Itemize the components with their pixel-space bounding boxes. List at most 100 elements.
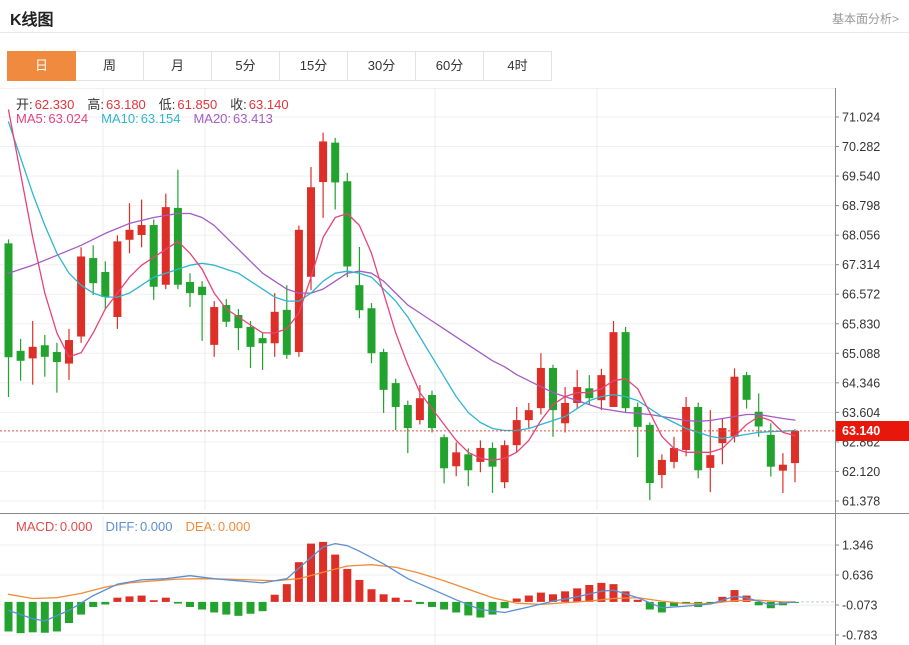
macd-bar <box>173 601 182 604</box>
macd-readout: MACD: 0.000 DIFF: 0.000 DEA: 0.000 <box>16 519 263 534</box>
macd-bar <box>440 601 449 610</box>
tab-30min[interactable]: 30分 <box>347 51 416 81</box>
candle <box>89 258 98 284</box>
macd-bar <box>633 599 642 602</box>
readout-item: MA10: 63.154 <box>101 111 181 126</box>
macd-bar <box>645 601 654 610</box>
readout-item: 开: 62.330 <box>16 97 75 112</box>
macd-bar <box>101 601 110 605</box>
candle <box>186 281 194 294</box>
candle <box>415 398 424 421</box>
candle <box>149 225 158 287</box>
macd-bar <box>113 597 122 602</box>
tab-day[interactable]: 日 <box>7 51 76 81</box>
macd-bar <box>307 543 315 602</box>
candle <box>16 350 25 361</box>
readout-item: DIFF: 0.000 <box>105 519 173 534</box>
ma20-line <box>7 212 796 422</box>
macd-bar <box>415 601 424 605</box>
macd-bar <box>222 601 231 615</box>
candle <box>718 428 727 444</box>
axis-label: 71.024 <box>842 111 880 125</box>
diff-line <box>7 542 796 622</box>
readout-item: MACD: 0.000 <box>16 519 93 534</box>
candle <box>28 346 37 359</box>
macd-bar <box>77 601 86 615</box>
candle <box>524 410 533 421</box>
macd-bar <box>258 601 267 612</box>
macd-bar <box>524 595 533 602</box>
header-divider <box>0 32 909 33</box>
macd-bar <box>4 601 13 632</box>
macd-bar <box>186 601 194 607</box>
axis-label: 0.636 <box>842 569 873 583</box>
axis-label: 67.314 <box>842 258 880 272</box>
candle <box>778 464 787 471</box>
ma5-line <box>7 109 796 461</box>
candle <box>367 308 376 354</box>
axis-label: 61.378 <box>842 494 880 508</box>
axis-label: 65.830 <box>842 317 880 331</box>
macd-bar <box>609 584 618 602</box>
macd-bar <box>754 601 763 606</box>
candle <box>488 447 497 467</box>
tab-60min[interactable]: 60分 <box>415 51 484 81</box>
macd-bar <box>16 601 25 634</box>
candle <box>621 332 630 409</box>
tab-month[interactable]: 月 <box>143 51 212 81</box>
macd-bar <box>621 591 630 602</box>
macd-bar <box>706 601 715 604</box>
candle <box>343 181 352 267</box>
ma-readout: MA5: 63.024 MA10: 63.154 MA20: 63.413 <box>16 111 286 126</box>
axis-label: 64.346 <box>842 376 880 390</box>
candle <box>65 340 73 364</box>
candle <box>198 286 207 296</box>
axis-label: 63.604 <box>842 406 880 420</box>
macd-bar <box>512 598 521 602</box>
candle <box>125 229 134 240</box>
candle <box>440 437 449 469</box>
macd-bar <box>488 601 497 615</box>
readout-item: DEA: 0.000 <box>185 519 251 534</box>
macd-bar <box>367 589 376 602</box>
macd-bar <box>343 568 352 602</box>
macd-bar <box>536 592 545 602</box>
macd-bar <box>391 597 400 602</box>
candle <box>4 243 13 358</box>
ohlc-readout: 开: 62.330 高: 63.180 低: 61.850 收: 63.140 <box>16 94 302 113</box>
tab-5min[interactable]: 5分 <box>211 51 280 81</box>
candle <box>222 305 231 322</box>
candle <box>754 411 763 427</box>
candle <box>307 187 315 277</box>
macd-bar <box>270 594 279 602</box>
readout-item: 高: 63.180 <box>87 97 146 112</box>
candle <box>40 345 49 357</box>
candle <box>246 326 255 347</box>
axis-label: -0.073 <box>842 598 877 612</box>
candle <box>633 406 642 427</box>
candle <box>657 459 666 476</box>
candle <box>536 367 545 409</box>
macd-bar <box>403 600 412 602</box>
candle <box>403 404 412 429</box>
tab-15min[interactable]: 15分 <box>279 51 348 81</box>
tab-4hour[interactable]: 4时 <box>483 51 552 81</box>
macd-bar <box>40 601 49 633</box>
macd-bar <box>718 596 727 602</box>
axis-label: 62.120 <box>842 465 880 479</box>
candle <box>210 307 219 345</box>
candle <box>258 338 267 344</box>
macd-bar <box>198 601 207 610</box>
candle <box>597 375 606 401</box>
macd-bar <box>670 601 678 607</box>
macd-bar <box>161 597 170 602</box>
macd-bar <box>452 601 461 613</box>
candle <box>452 452 461 467</box>
candle <box>476 447 485 462</box>
candle <box>270 311 279 344</box>
candle <box>391 383 400 407</box>
candle <box>742 375 751 400</box>
fundamental-analysis-link[interactable]: 基本面分析> <box>831 12 899 26</box>
